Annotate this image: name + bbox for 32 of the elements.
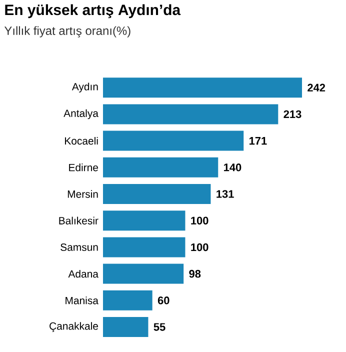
data-label: 100 — [191, 216, 208, 224]
y-tick-label: Balıkesir — [59, 216, 98, 224]
bar — [103, 78, 302, 98]
bar — [103, 317, 148, 338]
chart-title: En yüksek artış Aydın’da — [5, 4, 181, 18]
data-label: 140 — [224, 164, 242, 172]
data-label: 100 — [191, 243, 208, 252]
data-label: 131 — [216, 190, 234, 198]
bar — [103, 290, 152, 310]
y-tick-label: Adana — [68, 270, 98, 278]
data-label: 242 — [308, 84, 326, 92]
bar — [103, 104, 278, 124]
y-tick-label: Samsun — [60, 244, 98, 251]
data-label: 60 — [158, 296, 170, 304]
y-tick-label: Antalya — [64, 109, 98, 120]
bar — [103, 184, 211, 204]
bar — [103, 130, 244, 151]
bar — [103, 264, 184, 284]
data-label: 171 — [250, 137, 267, 145]
y-tick-label: Aydın — [72, 82, 98, 92]
y-tick-label: Çanakkale — [50, 322, 98, 332]
y-tick-label: Mersin — [68, 190, 98, 198]
bar — [103, 157, 218, 178]
bar — [103, 210, 186, 231]
y-tick-label: Manisa — [66, 296, 98, 304]
data-label: 213 — [284, 110, 302, 118]
data-label: 55 — [154, 323, 166, 331]
y-tick-label: Edirne — [69, 164, 98, 172]
data-label: 98 — [189, 270, 201, 278]
y-tick-label: Kocaeli — [65, 136, 98, 145]
bar — [103, 237, 186, 258]
chart-subtitle: Yıllık fiyat artış oranı(%) — [4, 26, 130, 38]
